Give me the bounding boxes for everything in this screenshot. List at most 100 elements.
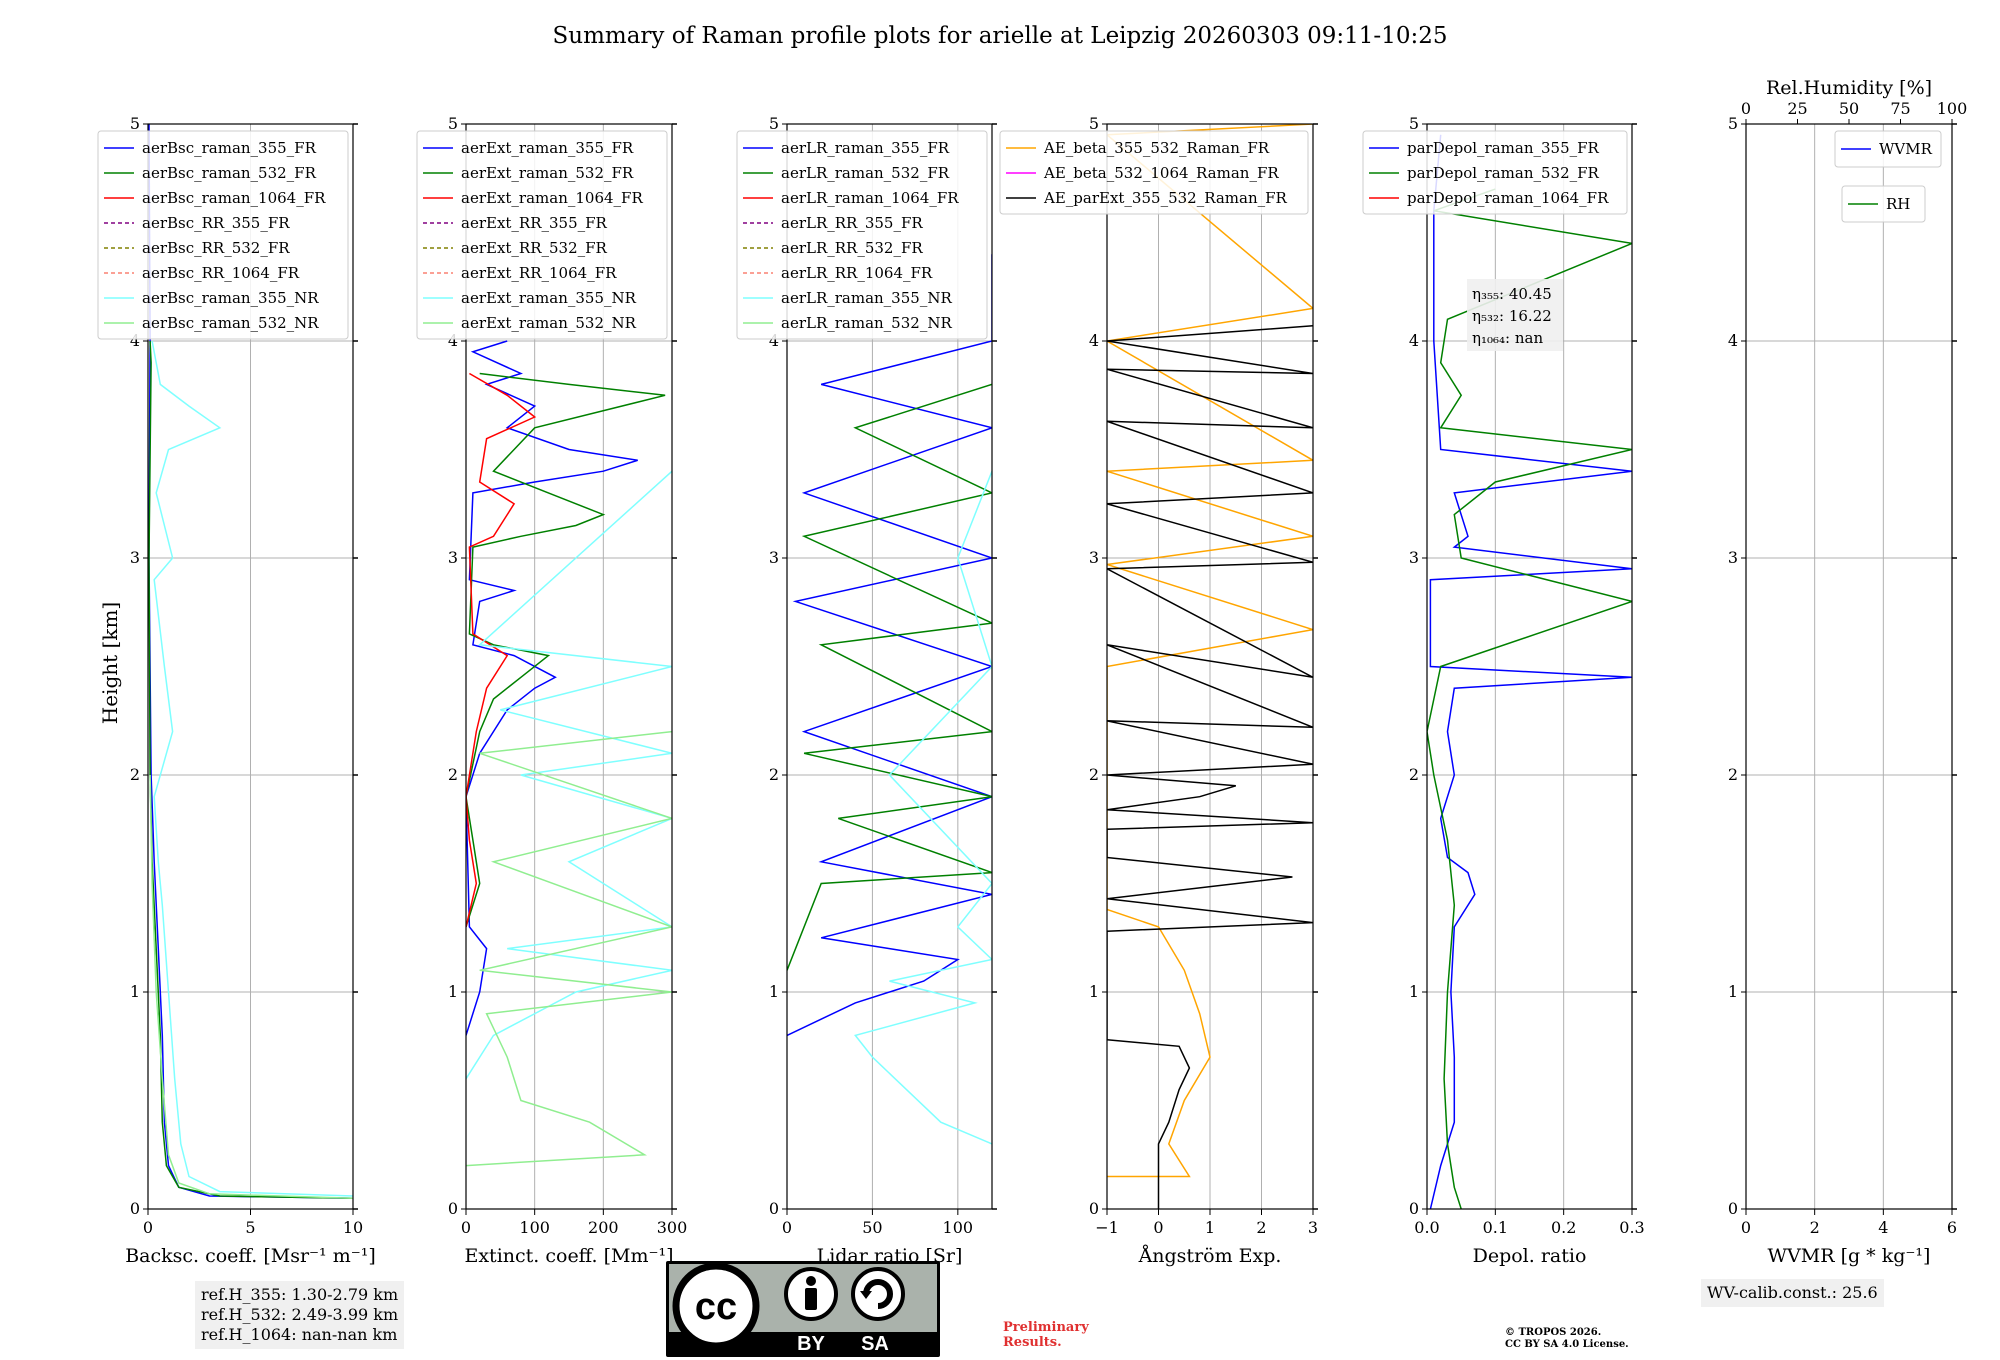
legend-entry: aerBsc_RR_532_FR bbox=[142, 239, 290, 257]
x-tick-label: 0 bbox=[143, 1218, 153, 1237]
y-tick-label: 1 bbox=[1409, 982, 1419, 1001]
axes-frame bbox=[786, 123, 993, 1210]
top-x-tick-label: 100 bbox=[1937, 99, 1968, 118]
legend-entry: aerBsc_raman_355_NR bbox=[142, 289, 319, 307]
x-tick-label: 300 bbox=[657, 1218, 688, 1237]
y-tick-label: 5 bbox=[130, 114, 140, 133]
ref-height-355: ref.H_355: 1.30-2.79 km bbox=[201, 1285, 399, 1304]
legend-entry: aerBsc_raman_1064_FR bbox=[142, 189, 326, 207]
legend-entry: aerExt_RR_532_FR bbox=[461, 239, 608, 257]
series-line-parDepol_raman_355_FR bbox=[1429, 134, 1632, 1209]
copyright-notice: © TROPOS 2026. CC BY SA 4.0 License. bbox=[1505, 1327, 1629, 1351]
legend: aerBsc_raman_355_FR aerBsc_raman_532_FRae… bbox=[97, 130, 349, 340]
y-tick-label: 2 bbox=[1728, 765, 1738, 784]
series-lines bbox=[1427, 134, 1632, 1209]
y-tick-label: 1 bbox=[130, 982, 140, 1001]
share-alike-icon bbox=[851, 1267, 905, 1321]
y-tick-label: 3 bbox=[130, 548, 140, 567]
x-tick-label: 100 bbox=[943, 1218, 974, 1237]
y-tick-label: 0 bbox=[130, 1199, 140, 1218]
x-tick-label: 0 bbox=[461, 1218, 471, 1237]
series-line-aerBsc_raman_532_NR bbox=[149, 774, 353, 1199]
legend-entry: aerExt_raman_355_FR bbox=[461, 139, 634, 157]
ref-height-532: ref.H_532: 2.49-3.99 km bbox=[201, 1305, 399, 1324]
legend-entry: aerBsc_raman_532_FR bbox=[142, 164, 317, 182]
top-x-tick-label: 0 bbox=[1741, 99, 1751, 118]
y-tick-label: 2 bbox=[448, 765, 458, 784]
x-axis-label: Backsc. coeff. [Msr⁻¹ m⁻¹] bbox=[125, 1245, 376, 1267]
series-line-aerExt_raman_355_FR bbox=[466, 340, 638, 1036]
series-lines bbox=[1107, 124, 1313, 1209]
legend-entry: aerExt_raman_355_NR bbox=[461, 289, 637, 307]
y-tick-label: 4 bbox=[1089, 331, 1099, 350]
x-tick-label: 5 bbox=[245, 1218, 255, 1237]
cc-icon-label: cc bbox=[695, 1286, 737, 1328]
legend-entry: aerBsc_raman_532_NR bbox=[142, 314, 319, 332]
figure-title: Summary of Raman profile plots for ariel… bbox=[553, 23, 1448, 49]
x-tick-label: 6 bbox=[1947, 1218, 1957, 1237]
series-line-AE_parExt_355_532_Raman_FR bbox=[1107, 325, 1313, 1209]
x-axis-label: Extinct. coeff. [Mm⁻¹] bbox=[464, 1245, 673, 1267]
y-tick-label: 2 bbox=[769, 765, 779, 784]
x-tick-label: 3 bbox=[1308, 1218, 1318, 1237]
cc-icon bbox=[672, 1262, 760, 1350]
legend-entry: aerLR_RR_355_FR bbox=[781, 214, 923, 232]
y-tick-label: 3 bbox=[1728, 548, 1738, 567]
eta-value: η₃₅₅: 40.45 bbox=[1472, 285, 1552, 303]
legend-entry: parDepol_raman_532_FR bbox=[1407, 164, 1600, 182]
x-axis-label: Depol. ratio bbox=[1473, 1245, 1587, 1267]
y-tick-label: 5 bbox=[1089, 114, 1099, 133]
legend-entry: RH bbox=[1886, 195, 1910, 213]
series-line-aerExt_raman_1064_FR bbox=[466, 372, 537, 928]
y-tick-label: 4 bbox=[448, 331, 458, 350]
x-tick-label: 4 bbox=[1878, 1218, 1888, 1237]
legend: aerLR_raman_355_FR aerLR_raman_532_FR aerL… bbox=[736, 130, 988, 340]
copyright-line-1: © TROPOS 2026. bbox=[1505, 1327, 1602, 1338]
y-tick-label: 1 bbox=[1089, 982, 1099, 1001]
y-tick-label: 4 bbox=[1728, 331, 1738, 350]
axes-frame bbox=[1426, 123, 1633, 1210]
y-tick-label: 3 bbox=[1409, 548, 1419, 567]
legend: AE_beta_355_532_Raman_FR AE_beta_532_1064… bbox=[999, 130, 1309, 215]
series-line-parDepol_raman_532_FR bbox=[1427, 188, 1632, 1209]
y-tick-label: 4 bbox=[769, 331, 779, 350]
legend-entry: aerLR_raman_532_FR bbox=[781, 164, 950, 182]
y-axis-label: Height [km] bbox=[98, 602, 122, 724]
legend-entry: aerLR_raman_355_NR bbox=[781, 289, 952, 307]
y-tick-label: 0 bbox=[1409, 1199, 1419, 1218]
legend-entry: aerLR_raman_532_NR bbox=[781, 314, 952, 332]
eta-value: η₁₀₆₄: nan bbox=[1472, 329, 1543, 347]
y-tick-label: 3 bbox=[448, 548, 458, 567]
y-tick-label: 4 bbox=[1409, 331, 1419, 350]
legend: WVMR RH bbox=[1834, 130, 1942, 223]
legend-entry: parDepol_raman_355_FR bbox=[1407, 139, 1600, 157]
legend-entry: aerExt_raman_532_FR bbox=[461, 164, 634, 182]
y-tick-label: 5 bbox=[1728, 114, 1738, 133]
y-tick-label: 0 bbox=[1728, 1199, 1738, 1218]
legend-entry: parDepol_raman_1064_FR bbox=[1407, 189, 1609, 207]
license-sa-label: SA bbox=[861, 1333, 889, 1355]
legend-entry: aerLR_raman_355_FR bbox=[781, 139, 950, 157]
axes-frame bbox=[465, 123, 673, 1210]
legend-entry: aerExt_RR_1064_FR bbox=[461, 264, 617, 282]
series-lines bbox=[466, 340, 672, 1167]
y-tick-label: 3 bbox=[769, 548, 779, 567]
x-tick-label: 2 bbox=[1810, 1218, 1820, 1237]
ref-height-1064: ref.H_1064: nan-nan km bbox=[201, 1325, 398, 1344]
x-tick-label: 0.1 bbox=[1483, 1218, 1508, 1237]
x-tick-label: 0 bbox=[782, 1218, 792, 1237]
series-line-aerExt_raman_355_NR bbox=[466, 470, 672, 1080]
top-x-tick-label: 75 bbox=[1890, 99, 1910, 118]
x-tick-label: 50 bbox=[862, 1218, 882, 1237]
series-line-AE_beta_355_532_Raman_FR bbox=[1107, 124, 1313, 1178]
x-tick-label: 0.3 bbox=[1619, 1218, 1644, 1237]
y-tick-label: 0 bbox=[448, 1199, 458, 1218]
y-tick-label: 1 bbox=[769, 982, 779, 1001]
wv-calib-const: WV-calib.const.: 25.6 bbox=[1707, 1283, 1878, 1302]
preliminary-line-2: Results. bbox=[1003, 1335, 1062, 1350]
y-tick-label: 2 bbox=[130, 765, 140, 784]
